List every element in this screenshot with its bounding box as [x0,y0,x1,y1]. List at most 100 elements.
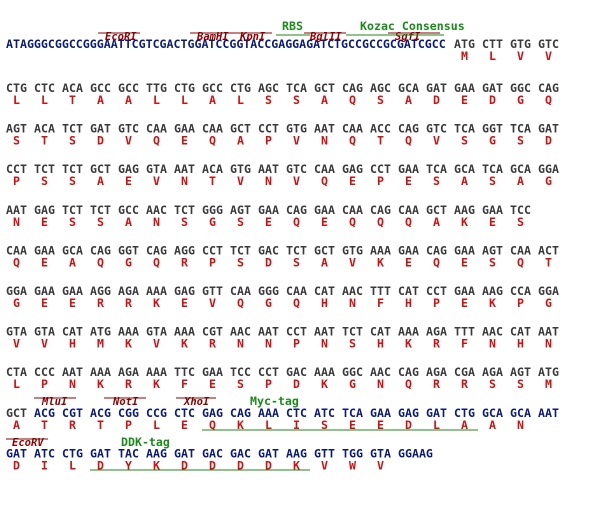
codon: GCA [454,162,475,176]
feature-label: MluI [41,396,68,408]
codon: GAA [258,203,279,217]
codon: GAA [398,243,419,257]
codon: AGG [90,284,111,298]
codon: CCT [370,162,391,176]
codon: TCA [482,162,503,176]
amino-acid: Q [293,215,300,229]
amino-acid: T [69,93,76,107]
amino-acid: R [433,377,440,391]
feature-label: Myc-tag [250,394,299,408]
amino-acid: V [13,337,20,351]
amino-acid: D [265,255,272,269]
amino-acid: G [125,255,132,269]
amino-acid: P [265,134,272,148]
amino-acid: S [433,174,440,188]
codon: AAA [90,365,111,379]
codon: AAG [146,446,167,460]
codon: CTG [6,81,27,95]
codon: CAA [286,284,307,298]
amino-acid: A [321,93,328,107]
codon: GAG [398,406,419,420]
amino-acid: K [153,458,160,472]
amino-acid: E [489,215,496,229]
codon: CCT [258,122,279,136]
amino-acid: A [125,215,132,229]
amino-acid: S [293,93,300,107]
feature-label: BamHI [196,31,229,43]
codon: AAT [174,162,195,176]
codon: AAA [370,243,391,257]
amino-acid: S [517,134,524,148]
amino-acid: K [293,458,300,472]
codon: GGC [510,81,531,95]
codon: ACG [90,406,111,420]
codon: CAG [398,122,419,136]
codon: AAA [174,325,195,339]
amino-acid: A [321,255,328,269]
codon: CAG [230,406,251,420]
codon: GGA [538,162,559,176]
amino-acid: D [265,458,272,472]
codon: CCT [286,325,307,339]
amino-acid: L [265,418,272,432]
codon: GTG [510,37,531,51]
amino-acid: S [237,215,244,229]
codon: CAG [370,203,391,217]
amino-acid: E [265,215,272,229]
codon: GGT [118,243,139,257]
feature-label: RBS [282,19,303,33]
codon: CAA [314,162,335,176]
codon: CAA [342,122,363,136]
amino-acid: S [69,215,76,229]
codon: GCT [230,122,251,136]
codon: CAG [146,243,167,257]
codon: GAT [482,81,503,95]
codon: TCA [286,81,307,95]
amino-acid: Q [293,296,300,310]
codon: AAA [146,365,167,379]
amino-acid: Q [405,377,412,391]
codon: TCC [510,203,531,217]
amino-acid: V [377,458,384,472]
amino-acid: R [209,337,216,351]
amino-acid: H [377,337,384,351]
amino-acid: V [321,458,328,472]
amino-acid: L [181,93,188,107]
codon: CAG [342,81,363,95]
codon: CTG [62,446,83,460]
amino-acid: V [41,337,48,351]
codon: GTC [426,122,447,136]
amino-acid: Q [433,255,440,269]
amino-acid: D [293,377,300,391]
codon: GTG [230,162,251,176]
codon: GGT [482,122,503,136]
codon: CAA [230,284,251,298]
codon: GTC [538,37,559,51]
codon: CTC [286,406,307,420]
codon: CAA [146,122,167,136]
codon: TCA [426,162,447,176]
codon: GCA [398,81,419,95]
codon: ACA [34,122,55,136]
codon: GAG [118,162,139,176]
codon: AGA [426,325,447,339]
amino-acid: T [377,134,384,148]
codon: GGG [258,284,279,298]
codon: GTC [118,122,139,136]
amino-acid: T [209,174,216,188]
amino-acid: A [237,134,244,148]
amino-acid: G [349,377,356,391]
codon: AGC [370,81,391,95]
codon: AAC [342,284,363,298]
codon: GAA [34,243,55,257]
codon: GCT [90,162,111,176]
amino-acid: P [13,174,20,188]
codon: GTT [314,446,335,460]
amino-acid: Q [153,134,160,148]
codon: TCC [230,365,251,379]
codon: CAA [398,203,419,217]
codon: GAA [454,81,475,95]
amino-acid: S [181,215,188,229]
amino-acid: E [461,93,468,107]
codon: GAA [62,284,83,298]
